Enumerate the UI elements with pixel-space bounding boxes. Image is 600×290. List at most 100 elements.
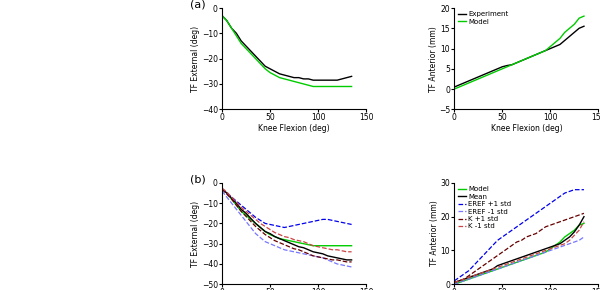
EREF +1 std — [518, 222, 525, 225]
Experiment — [470, 77, 477, 81]
Experiment — [479, 73, 487, 77]
EREF -1 std — [551, 247, 559, 251]
K -1 std — [499, 264, 506, 267]
Mean — [551, 244, 559, 247]
K -1 std — [475, 272, 482, 276]
Model — [566, 26, 573, 30]
Experiment — [547, 47, 554, 50]
Experiment — [556, 43, 563, 46]
EREF -1 std — [571, 240, 578, 244]
K +1 std — [547, 223, 554, 227]
Experiment — [455, 83, 463, 87]
Model — [494, 267, 501, 271]
Model — [580, 222, 587, 225]
EREF -1 std — [503, 264, 511, 267]
EREF -1 std — [484, 271, 491, 274]
EREF +1 std — [527, 215, 535, 218]
K -1 std — [547, 247, 554, 251]
EREF -1 std — [460, 279, 467, 282]
Model — [499, 67, 506, 70]
K +1 std — [537, 229, 544, 232]
K +1 std — [475, 267, 482, 271]
Experiment — [571, 30, 578, 34]
K -1 std — [489, 267, 496, 271]
Mean — [484, 269, 491, 272]
EREF -1 std — [556, 245, 563, 249]
EREF -1 std — [527, 255, 535, 259]
Experiment — [580, 24, 587, 28]
K -1 std — [508, 260, 515, 264]
Model — [489, 269, 496, 272]
Model — [518, 59, 525, 62]
Mean — [556, 242, 563, 245]
K +1 std — [465, 274, 472, 278]
K -1 std — [479, 271, 487, 274]
K -1 std — [470, 274, 477, 278]
K +1 std — [561, 218, 568, 222]
K -1 std — [503, 262, 511, 266]
Model — [470, 79, 477, 83]
K -1 std — [518, 257, 525, 261]
EREF +1 std — [580, 188, 587, 191]
Experiment — [561, 39, 568, 42]
Experiment — [494, 67, 501, 70]
Experiment — [503, 64, 511, 67]
K +1 std — [484, 260, 491, 264]
EREF -1 std — [494, 267, 501, 271]
K +1 std — [479, 264, 487, 267]
EREF +1 std — [551, 198, 559, 202]
K +1 std — [556, 220, 563, 224]
Mean — [532, 250, 539, 254]
K +1 std — [489, 257, 496, 261]
Model — [503, 65, 511, 68]
Model — [556, 240, 563, 244]
K +1 std — [551, 222, 559, 225]
Legend: Experiment, Model: Experiment, Model — [458, 12, 509, 25]
EREF +1 std — [455, 276, 463, 279]
K +1 std — [513, 240, 520, 244]
K -1 std — [513, 259, 520, 262]
EREF -1 std — [518, 259, 525, 262]
K -1 std — [527, 254, 535, 257]
K +1 std — [460, 278, 467, 281]
EREF -1 std — [547, 249, 554, 252]
EREF -1 std — [470, 276, 477, 279]
EREF +1 std — [571, 188, 578, 191]
EREF +1 std — [523, 218, 530, 222]
EREF +1 std — [561, 191, 568, 195]
Experiment — [513, 61, 520, 64]
K -1 std — [484, 269, 491, 272]
Model — [465, 278, 472, 281]
Experiment — [489, 69, 496, 72]
Mean — [513, 257, 520, 261]
Mean — [465, 276, 472, 279]
Mean — [460, 278, 467, 281]
K +1 std — [470, 271, 477, 274]
K -1 std — [561, 242, 568, 245]
K -1 std — [551, 245, 559, 249]
EREF +1 std — [547, 202, 554, 205]
Y-axis label: TF External (deg): TF External (deg) — [191, 26, 200, 92]
Model — [575, 17, 583, 20]
EREF -1 std — [508, 262, 515, 266]
Experiment — [465, 79, 472, 83]
Model — [547, 45, 554, 48]
Model — [527, 255, 535, 259]
Mean — [580, 215, 587, 218]
EREF -1 std — [513, 260, 520, 264]
Line: EREF +1 std: EREF +1 std — [454, 190, 584, 281]
Model — [455, 281, 463, 284]
Model — [484, 271, 491, 274]
Model — [451, 282, 458, 286]
Mean — [523, 254, 530, 257]
Y-axis label: TF Anterior (mm): TF Anterior (mm) — [430, 201, 439, 267]
Experiment — [460, 81, 467, 85]
K +1 std — [575, 213, 583, 217]
Model — [542, 49, 549, 52]
Model — [451, 87, 458, 91]
Experiment — [518, 59, 525, 62]
K -1 std — [542, 249, 549, 252]
Model — [556, 37, 563, 40]
EREF -1 std — [523, 257, 530, 261]
Model — [561, 235, 568, 239]
